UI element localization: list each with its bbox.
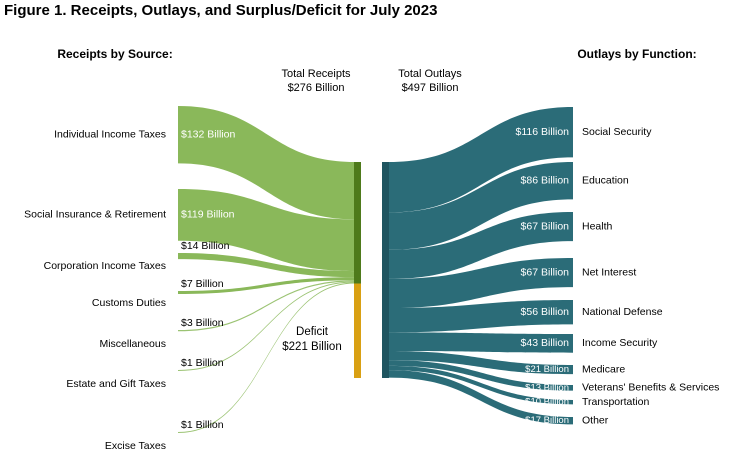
outlay-flow-medicare [389,351,573,375]
outlay-value-education: $86 Billion [521,174,570,186]
receipt-flow-estate-and-gift-taxes [178,281,355,371]
receipt-flow-customs-duties [178,277,355,295]
receipt-source-miscellaneous: Miscellaneous [99,338,166,350]
receipt-flow-corporation-income-taxes [178,253,355,278]
outlay-value-transportation: $10 Billion [525,397,569,408]
outlay-flow-education [389,162,573,250]
outlay-value-net-interest: $67 Billion [521,266,570,278]
chart-labels: Individual Income Taxes $132 Billion Socia… [24,47,719,449]
receipt-value-estate-and-gift-taxes: $1 Billion [181,357,224,369]
outlay-flow-transportation [389,365,573,405]
receipt-source-social-insurance-and-retirement: Social Insurance & Retirement [24,209,166,221]
receipt-value-customs-duties: $7 Billion [181,278,224,290]
receipt-flow-social-insurance-and-retirement [178,189,355,272]
outlay-value-social-security: $116 Billion [515,126,569,138]
receipt-value-miscellaneous: $3 Billion [181,317,224,329]
outlay-flow-health [389,212,573,279]
figure-title: Figure 1. Receipts, Outlays, and Surplus… [4,2,438,19]
total-receipts-value: $276 Billion [288,82,345,94]
outlay-value-medicare: $21 Billion [525,364,569,375]
total-receipts-label: Total Receipts [281,68,351,80]
outlay-category-income-security: Income Security [582,337,658,349]
receipt-source-customs-duties: Customs Duties [92,297,166,309]
outlay-flow-veterans-benefits-and-services [389,360,573,391]
outlay-value-veterans-benefits-and-services: $13 Billion [525,382,569,393]
receipt-value-corporation-income-taxes: $14 Billion [181,240,230,252]
deficit-value: $221 Billion [282,341,341,353]
receipt-value-social-insurance-and-retirement: $119 Billion [181,209,235,221]
outlay-category-other: Other [582,414,609,426]
receipt-source-estate-and-gift-taxes: Estate and Gift Taxes [66,378,166,390]
outlay-value-other: $17 Billion [525,415,569,426]
receipt-flow-excise-taxes [178,282,355,433]
total-outlays-label: Total Outlays [398,68,462,80]
total-outlays-bar [382,162,389,378]
outlay-category-social-security: Social Security [582,126,652,138]
receipts-heading: Receipts by Source: [57,47,172,61]
receipt-flow-miscellaneous [178,280,355,332]
receipt-flow-individual-income-taxes [178,106,355,220]
total-receipts-bar [354,162,361,284]
outlay-category-veterans-benefits-and-services: Veterans' Benefits & Services [582,382,719,394]
receipt-source-corporation-income-taxes: Corporation Income Taxes [44,260,166,272]
outlay-category-education: Education [582,174,629,186]
outlay-flow-social-security [389,107,573,213]
outlay-value-income-security: $43 Billion [521,337,570,349]
outlay-flows [389,107,573,425]
outlay-category-transportation: Transportation [582,396,649,408]
outlay-category-national-defense: National Defense [582,306,663,318]
outlay-flow-net-interest [389,258,573,309]
receipt-value-excise-taxes: $1 Billion [181,419,224,431]
outlays-heading: Outlays by Function: [577,47,696,61]
receipt-flows [178,106,355,433]
deficit-label: Deficit [296,326,329,338]
deficit-bar [354,283,361,378]
outlay-category-medicare: Medicare [582,363,625,375]
outlay-value-national-defense: $56 Billion [521,306,570,318]
receipt-source-excise-taxes: Excise Taxes [105,440,166,449]
total-bars [354,162,389,378]
total-outlays-value: $497 Billion [402,82,459,94]
outlay-flow-income-security [389,332,573,353]
outlay-category-net-interest: Net Interest [582,266,636,278]
outlay-category-health: Health [582,220,613,232]
outlay-flow-national-defense [389,300,573,333]
outlay-flow-other [389,370,573,425]
outlay-value-health: $67 Billion [521,220,570,232]
receipt-value-individual-income-taxes: $132 Billion [181,128,235,140]
receipt-source-individual-income-taxes: Individual Income Taxes [54,128,166,140]
